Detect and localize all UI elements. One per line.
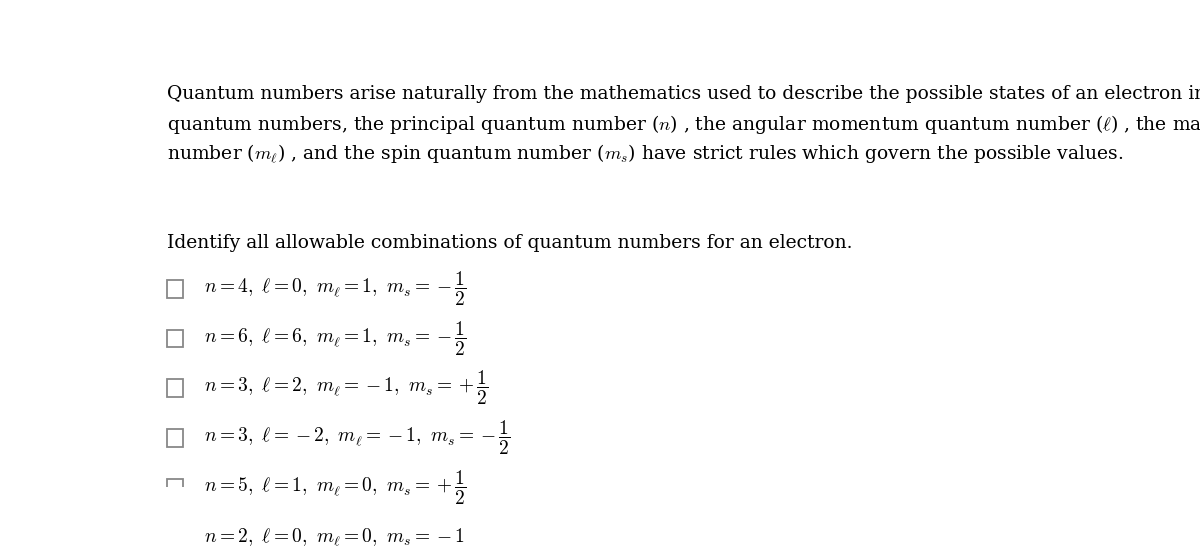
Text: $n = 4,\ \ell = 0,\ m_\ell = 1,\ m_s = -\dfrac{1}{2}$: $n = 4,\ \ell = 0,\ m_\ell = 1,\ m_s = -… xyxy=(204,270,467,308)
Text: $n = 3,\ \ell = 2,\ m_\ell = -1,\ m_s = +\dfrac{1}{2}$: $n = 3,\ \ell = 2,\ m_\ell = -1,\ m_s = … xyxy=(204,369,488,408)
Text: Quantum numbers arise naturally from the mathematics used to describe the possib: Quantum numbers arise naturally from the… xyxy=(167,85,1200,103)
Bar xyxy=(167,280,184,298)
Text: Identify all allowable combinations of quantum numbers for an electron.: Identify all allowable combinations of q… xyxy=(167,234,852,252)
Text: quantum numbers, the principal quantum number ($n$) , the angular momentum quant: quantum numbers, the principal quantum n… xyxy=(167,113,1200,136)
Text: $n = 6,\ \ell = 6,\ m_\ell = 1,\ m_s = -\dfrac{1}{2}$: $n = 6,\ \ell = 6,\ m_\ell = 1,\ m_s = -… xyxy=(204,319,467,358)
Text: $n = 3,\ \ell = -2,\ m_\ell = -1,\ m_s = -\dfrac{1}{2}$: $n = 3,\ \ell = -2,\ m_\ell = -1,\ m_s =… xyxy=(204,419,510,457)
Bar xyxy=(167,429,184,447)
Text: number ($m_\ell$) , and the spin quantum number ($m_s$) have strict rules which : number ($m_\ell$) , and the spin quantum… xyxy=(167,142,1123,165)
Text: $n = 5,\ \ell = 1,\ m_\ell = 0,\ m_s = +\dfrac{1}{2}$: $n = 5,\ \ell = 1,\ m_\ell = 0,\ m_s = +… xyxy=(204,469,467,507)
Text: $n = 2,\ \ell = 0,\ m_\ell = 0,\ m_s = -1$: $n = 2,\ \ell = 0,\ m_\ell = 0,\ m_s = -… xyxy=(204,526,464,547)
Bar xyxy=(167,380,184,397)
Bar xyxy=(167,330,184,347)
Bar xyxy=(167,479,184,497)
Bar xyxy=(167,528,184,546)
